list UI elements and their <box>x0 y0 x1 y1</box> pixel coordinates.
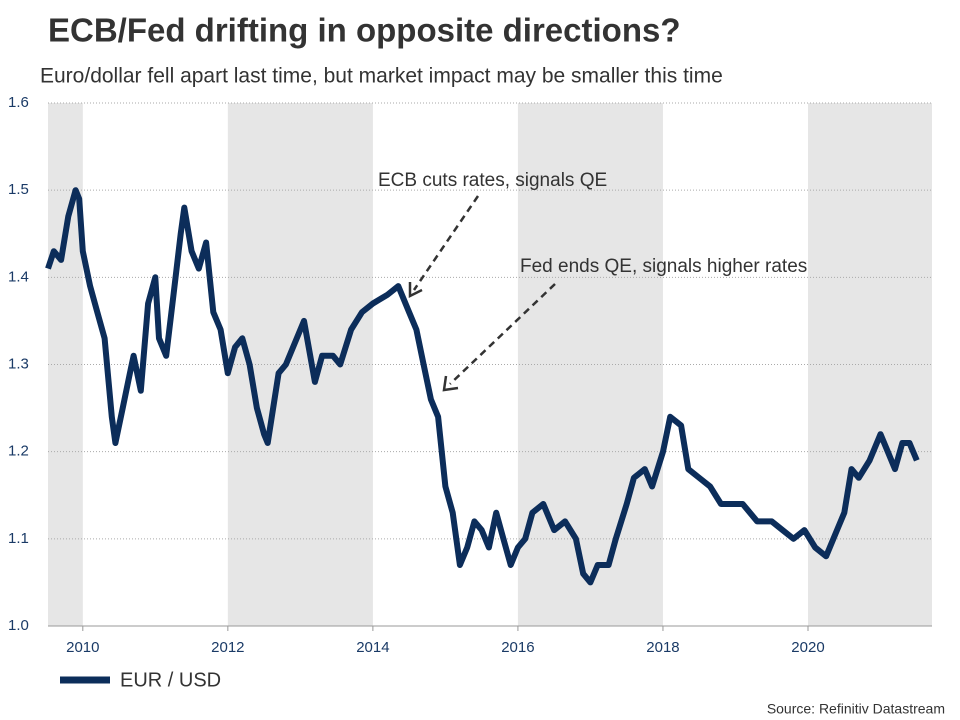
y-tick-label: 1.1 <box>8 530 29 547</box>
arrowhead <box>442 375 459 392</box>
y-tick-label: 1.6 <box>8 94 29 111</box>
x-tick-label: 2012 <box>211 639 244 656</box>
y-tick-label: 1.2 <box>8 443 29 460</box>
arrow <box>412 195 480 291</box>
arrowhead <box>408 282 423 299</box>
series-line <box>45 187 920 586</box>
legend-label: EUR / USD <box>120 669 221 691</box>
x-tick-label: 2014 <box>356 639 389 656</box>
source: Source: Refinitiv Datastream <box>767 701 945 717</box>
arrow <box>449 283 556 385</box>
shade-band <box>48 103 83 626</box>
annotation-arrows <box>408 195 556 392</box>
chart-title: ECB/Fed drifting in opposite directions? <box>48 12 681 49</box>
x-tick-label: 2018 <box>646 639 679 656</box>
y-tick-label: 1.5 <box>8 181 29 198</box>
annotation: Fed ends QE, signals higher rates <box>520 256 807 277</box>
y-tick-label: 1.3 <box>8 355 29 372</box>
y-tick-label: 1.4 <box>8 268 29 285</box>
x-tick-label: 2010 <box>66 639 99 656</box>
x-tick-label: 2020 <box>791 639 824 656</box>
y-tick-label: 1.0 <box>8 617 29 634</box>
chart-subtitle: Euro/dollar fell apart last time, but ma… <box>40 65 723 88</box>
plot: 1.0 1.1 1.2 1.3 1.4 1.5 1.6 2010 2012 2014 2016 201… <box>8 94 932 656</box>
annotation: ECB cuts rates, signals QE <box>378 170 607 191</box>
x-tick-label: 2016 <box>501 639 534 656</box>
shade-band <box>517 103 663 626</box>
